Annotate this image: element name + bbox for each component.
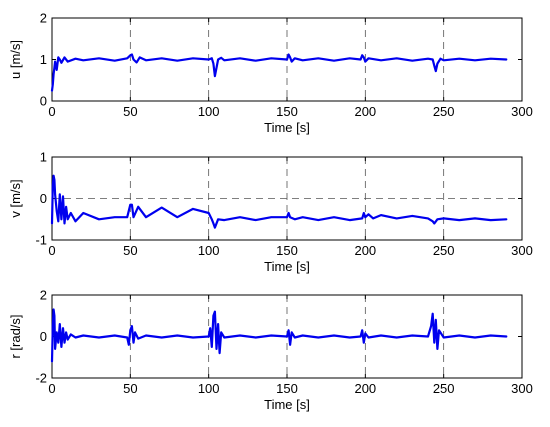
series-line-v xyxy=(50,174,508,229)
x-tick-label-v: 50 xyxy=(123,243,137,258)
x-tick-label-v: 100 xyxy=(198,243,220,258)
x-tick-label-r: 150 xyxy=(276,381,298,396)
x-tick-label-r: 300 xyxy=(511,381,533,396)
y-axis-label-r: r [rad/s] xyxy=(8,314,23,358)
y-tick-label-r: 0 xyxy=(40,329,47,344)
series-line-u xyxy=(50,53,508,92)
x-axis-label-v: Time [s] xyxy=(264,259,310,274)
x-tick-label-u: 50 xyxy=(123,104,137,119)
x-tick-label-r: 100 xyxy=(198,381,220,396)
x-tick-label-v: 300 xyxy=(511,243,533,258)
y-tick-label-r: 2 xyxy=(40,288,47,303)
x-axis-label-u: Time [s] xyxy=(264,120,310,135)
y-tick-label-v: 0 xyxy=(40,191,47,206)
y-tick-label-r: -2 xyxy=(35,371,47,386)
y-tick-label-u: 2 xyxy=(40,11,47,26)
x-tick-label-u: 150 xyxy=(276,104,298,119)
x-tick-label-u: 250 xyxy=(433,104,455,119)
x-tick-label-u: 0 xyxy=(48,104,55,119)
series-line-r xyxy=(50,308,508,363)
x-axis-label-r: Time [s] xyxy=(264,397,310,412)
y-axis-label-u: u [m/s] xyxy=(8,40,23,79)
x-tick-label-u: 300 xyxy=(511,104,533,119)
x-tick-label-r: 0 xyxy=(48,381,55,396)
x-tick-label-v: 200 xyxy=(354,243,376,258)
y-axis-label-v: v [m/s] xyxy=(8,179,23,217)
x-tick-label-v: 150 xyxy=(276,243,298,258)
y-tick-label-u: 1 xyxy=(40,52,47,67)
y-tick-label-v: 1 xyxy=(40,150,47,165)
y-tick-label-u: 0 xyxy=(40,94,47,109)
x-tick-label-r: 50 xyxy=(123,381,137,396)
x-tick-label-r: 200 xyxy=(354,381,376,396)
x-tick-label-u: 100 xyxy=(198,104,220,119)
x-tick-label-v: 0 xyxy=(48,243,55,258)
x-tick-label-u: 200 xyxy=(354,104,376,119)
subplot-u: 0 50 100 150 200 250 300 0 1 2 Time [s] u [m/s] xyxy=(8,11,533,136)
x-tick-label-r: 250 xyxy=(433,381,455,396)
y-tick-label-v: -1 xyxy=(35,233,47,248)
x-tick-label-v: 250 xyxy=(433,243,455,258)
